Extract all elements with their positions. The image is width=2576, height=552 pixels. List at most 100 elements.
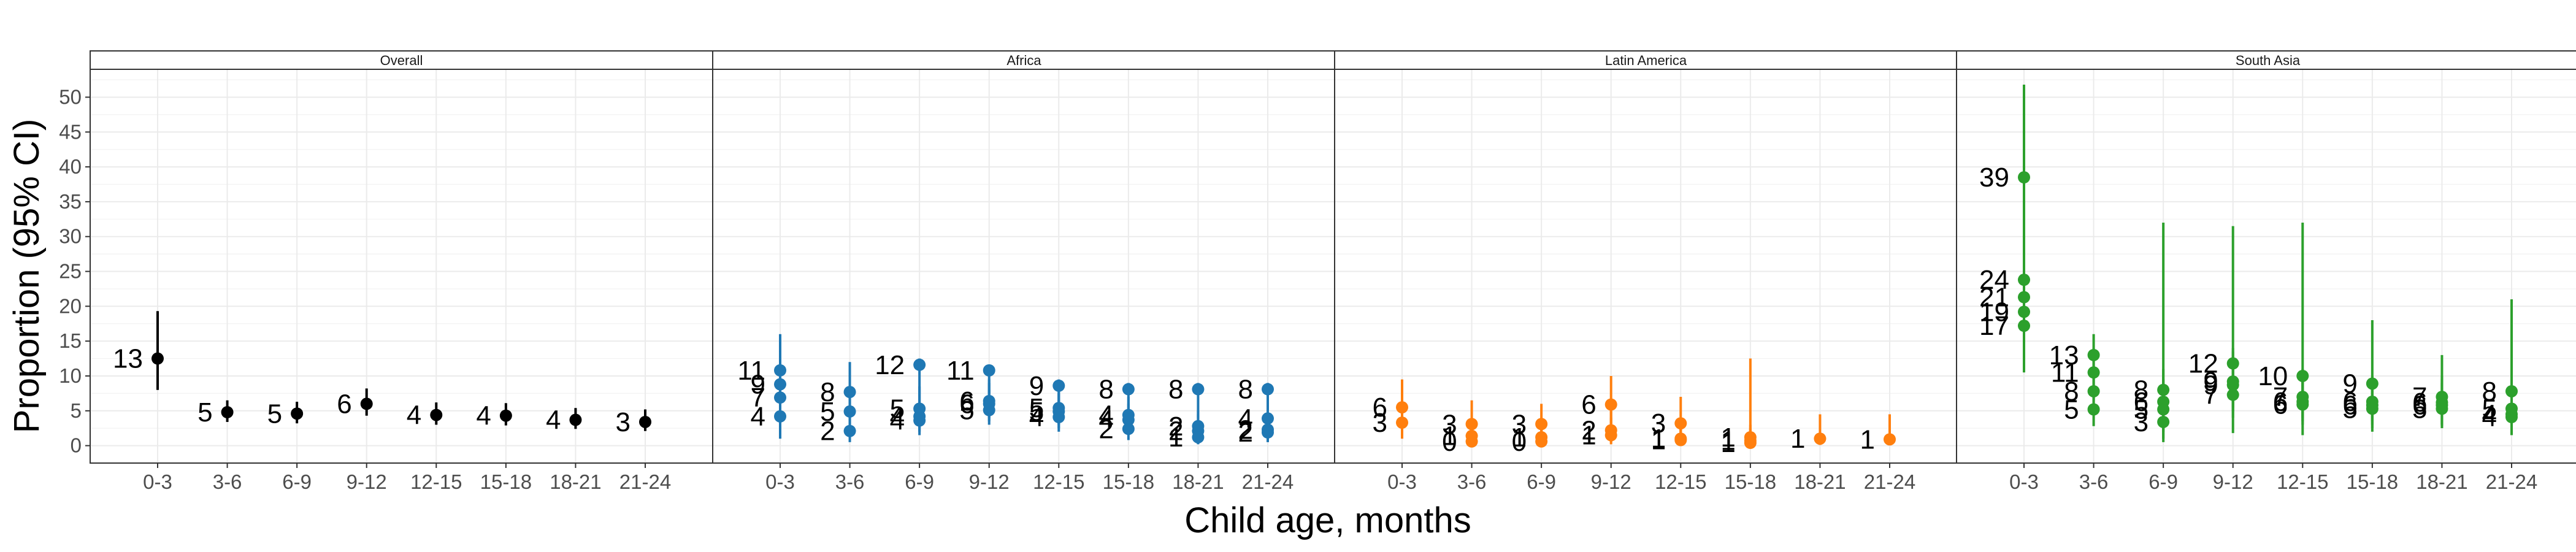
data-label: 6 (2342, 391, 2357, 421)
data-point (2087, 403, 2100, 416)
category-group: 852 (820, 362, 856, 447)
y-tick-label: 50 (59, 85, 82, 108)
data-label: 6 (959, 386, 974, 416)
x-tick-label: 0-3 (2009, 470, 2039, 493)
category-group: 310 (1442, 400, 1478, 457)
data-label: 3 (1651, 408, 1666, 439)
data-point (1674, 434, 1687, 447)
data-label: 8 (2064, 377, 2079, 407)
data-label: 6 (1373, 393, 1387, 423)
data-point (2226, 378, 2239, 391)
category-group: 12 544 (875, 350, 926, 436)
data-label: 4 (1238, 404, 1253, 434)
data-label: 1 (1720, 428, 1735, 458)
data-label: 5 (2064, 395, 2079, 425)
y-tick-label: 25 (59, 260, 82, 283)
data-label: 4 (751, 402, 765, 432)
data-label: 6 (2412, 391, 2427, 421)
data-label: 8 (1168, 375, 1183, 405)
data-point (499, 409, 512, 422)
data-point (2157, 383, 2170, 396)
data-label: 5 (2342, 394, 2357, 424)
panel-overall: Overall 13 5 5 6 4 4 4 3 0-3 3-6 6-9 9-12 12-15 15-18 1… (90, 50, 713, 493)
data-label: 4 (1029, 402, 1044, 432)
data-label: 6 (2273, 390, 2288, 420)
x-tick-label: 3-6 (1457, 470, 1487, 493)
data-point (1396, 401, 1408, 414)
plot-area (1957, 69, 2576, 463)
x-tick-label: 6-9 (1527, 470, 1556, 493)
data-point (1192, 431, 1205, 443)
data-point (2296, 398, 2309, 411)
data-label: 13 (113, 344, 143, 374)
data-point (1122, 383, 1135, 396)
panel-title: Latin America (1605, 53, 1687, 68)
data-label: 5 (890, 394, 905, 424)
data-point (569, 413, 582, 426)
plot-area (713, 69, 1335, 463)
data-label: 1 (1720, 426, 1735, 456)
data-point (1122, 423, 1135, 435)
data-point (2366, 402, 2379, 415)
data-point (774, 378, 786, 391)
data-label: 2 (1238, 415, 1253, 445)
data-point (1604, 429, 1617, 442)
x-tick-label: 12-15 (1655, 470, 1706, 493)
x-tick-label: 0-3 (765, 470, 795, 493)
x-tick-label: 21-24 (2486, 470, 2537, 493)
data-label: 12 (2188, 349, 2218, 379)
y-tick-label: 40 (59, 155, 82, 178)
data-point (1262, 412, 1274, 425)
data-point (2087, 366, 2100, 379)
category-group: 63 (1373, 379, 1408, 439)
data-point (2018, 320, 2030, 332)
data-point (2226, 357, 2239, 370)
data-label: 5 (1029, 393, 1044, 423)
data-label: 8 (2134, 375, 2149, 405)
data-point (1744, 437, 1757, 450)
panel-border (1956, 69, 2576, 464)
data-label: 8 (820, 377, 835, 407)
data-label: 4 (1098, 401, 1113, 431)
category-group: 4 (476, 401, 512, 431)
data-label: 1 (1790, 424, 1805, 454)
data-label: 5 (820, 397, 835, 427)
category-group: 3 (616, 407, 651, 437)
panel-strip (1956, 50, 2576, 70)
data-label: 8 (2482, 377, 2497, 407)
data-point (843, 386, 856, 399)
data-label: 1 (1581, 421, 1596, 451)
data-point (2226, 388, 2239, 401)
data-label: 9 (1029, 371, 1044, 401)
data-label: 5 (1029, 397, 1044, 427)
data-point (639, 415, 651, 428)
y-tick-label: 30 (59, 225, 82, 248)
data-label: 1 (1860, 424, 1875, 454)
data-point (2087, 348, 2100, 361)
x-tick-label: 3-6 (213, 470, 242, 493)
x-tick-label: 12-15 (1033, 470, 1084, 493)
data-label: 17 (1979, 311, 2009, 341)
data-label: 0 (1512, 427, 1527, 457)
x-tick-label: 12-15 (2277, 470, 2328, 493)
data-label: 7 (2273, 382, 2288, 412)
data-point (913, 358, 926, 371)
x-tick-label: 3-6 (2079, 470, 2109, 493)
data-point (2087, 385, 2100, 397)
panel-title: Overall (380, 53, 423, 68)
data-point (1396, 416, 1408, 429)
data-label: 39 (1979, 163, 2009, 193)
data-label: 2 (1168, 412, 1183, 442)
x-tick-label: 15-18 (2347, 470, 2398, 493)
data-point (774, 364, 786, 377)
data-point (1192, 383, 1205, 396)
data-label: 9 (751, 370, 765, 400)
